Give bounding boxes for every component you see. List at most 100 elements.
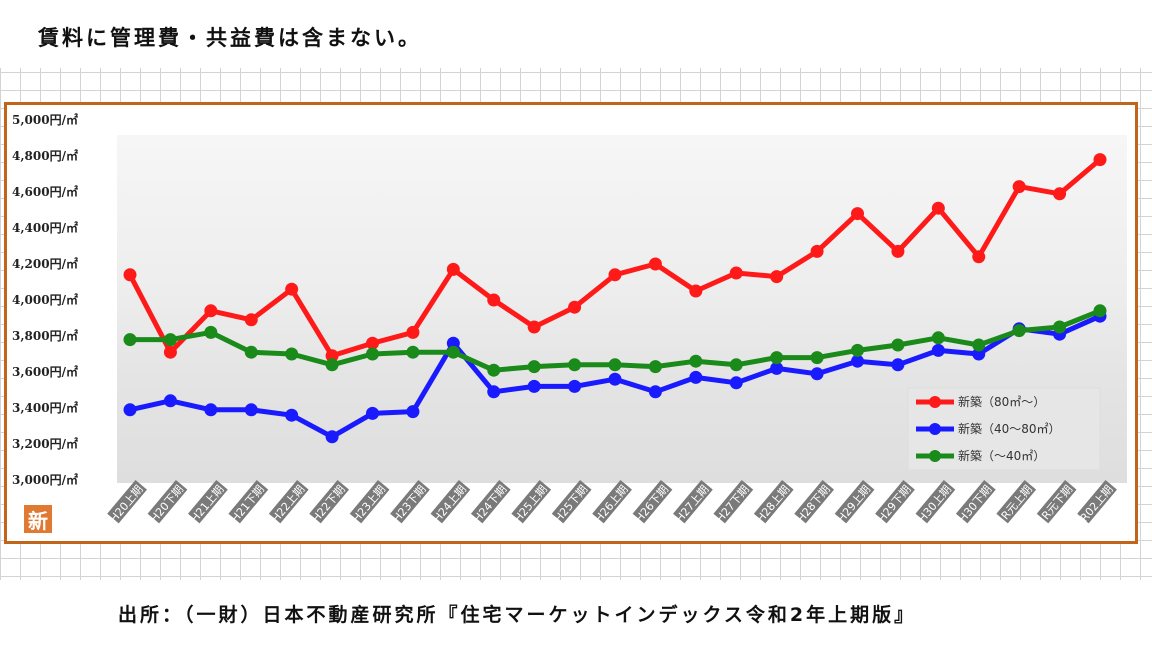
legend-swatch-marker	[929, 450, 941, 462]
data-point	[406, 345, 420, 359]
data-point	[446, 336, 460, 350]
data-point	[770, 351, 784, 365]
legend-label: 新築（40～80㎡）	[958, 421, 1061, 436]
x-tick-label-bg	[834, 479, 875, 524]
y-tick-label: 4,800円/㎡	[12, 148, 78, 163]
data-point	[1093, 153, 1107, 167]
x-tick-label-bg	[390, 479, 430, 524]
x-tick-label: H25上期	[511, 483, 549, 525]
x-tick-label-bg	[955, 479, 996, 524]
x-tick-label: H30上期	[916, 483, 954, 525]
data-point	[406, 405, 420, 419]
data-point	[446, 262, 460, 276]
logo-badge: 新	[24, 505, 52, 533]
data-point	[648, 360, 662, 374]
data-point	[648, 257, 662, 271]
data-point	[123, 268, 137, 282]
data-point	[527, 360, 541, 374]
data-point	[1012, 180, 1026, 194]
data-point	[931, 331, 945, 345]
x-tick-label-bg	[753, 479, 794, 524]
x-tick-label: H20下期	[148, 483, 186, 525]
data-point	[325, 430, 339, 444]
y-tick-label: 4,600円/㎡	[12, 184, 78, 199]
data-point	[689, 370, 703, 384]
data-point	[891, 358, 905, 372]
x-tick-label: H27上期	[673, 483, 711, 525]
y-tick-label: 3,800円/㎡	[12, 328, 78, 343]
x-tick-label-bg	[430, 479, 471, 524]
data-point	[648, 385, 662, 399]
data-point	[204, 403, 218, 417]
data-point	[851, 207, 864, 221]
data-point	[366, 406, 379, 420]
x-tick-label-bg	[511, 479, 552, 524]
data-point	[1012, 324, 1026, 338]
data-point	[204, 304, 218, 318]
y-tick-label: 4,000円/㎡	[12, 292, 78, 307]
x-tick-label: R元上期	[999, 483, 1035, 523]
top-band	[0, 0, 1152, 68]
data-point	[810, 367, 824, 381]
data-point	[931, 343, 945, 357]
data-point	[163, 394, 177, 408]
x-tick-label-bg	[309, 479, 350, 524]
data-point	[851, 354, 864, 368]
rent-note: 賃料に管理費・共益費は含まない。	[38, 26, 422, 50]
data-point	[325, 358, 339, 372]
legend: 新築（80㎡～） 新築（40～80㎡） 新築（～40㎡）	[907, 387, 1101, 471]
data-point	[689, 284, 703, 298]
x-tick-label: H23下期	[390, 483, 428, 525]
y-axis-labels: 5,000円/㎡ 4,800円/㎡ 4,600円/㎡ 4,400円/㎡ 4,200円/㎡…	[12, 112, 78, 487]
data-point	[204, 325, 218, 339]
source-credit: 出所：（一財）日本不動産研究所『住宅マーケットインデックス令和2年上期版』	[118, 604, 917, 626]
data-point	[770, 270, 784, 284]
data-point	[1093, 304, 1107, 318]
data-point	[810, 351, 824, 365]
x-tick-label: H26上期	[592, 483, 630, 525]
x-tick-label: H25下期	[552, 483, 590, 525]
x-tick-label-bg	[632, 479, 673, 524]
x-tick-label: H23上期	[350, 483, 388, 525]
y-tick-label: 5,000円/㎡	[12, 112, 78, 127]
x-tick-label: H30下期	[956, 483, 994, 525]
x-tick-label: H26下期	[633, 483, 671, 525]
x-tick-label: H22上期	[269, 483, 307, 525]
x-tick-label: H24上期	[431, 483, 469, 525]
data-point	[568, 379, 582, 393]
x-tick-label: H29上期	[835, 483, 873, 525]
x-tick-label-bg	[551, 479, 592, 524]
data-point	[972, 250, 986, 264]
data-point	[285, 408, 299, 422]
x-tick-label: H21上期	[188, 483, 226, 525]
y-tick-label: 3,400円/㎡	[12, 400, 78, 415]
y-tick-label: 3,600円/㎡	[12, 364, 78, 379]
y-tick-label: 4,400円/㎡	[12, 220, 78, 235]
data-point	[487, 363, 501, 377]
x-tick-label-bg	[875, 479, 915, 524]
data-point	[244, 403, 258, 417]
data-point	[608, 358, 622, 372]
x-tick-label-bg	[268, 479, 309, 524]
x-tick-label-bg	[673, 479, 713, 524]
data-point	[851, 343, 864, 357]
data-point	[608, 372, 622, 386]
x-tick-label-bg	[147, 479, 188, 524]
x-tick-label-bg	[228, 479, 269, 524]
x-tick-label: R元下期	[1039, 483, 1075, 523]
data-point	[689, 354, 703, 368]
x-tick-label-bg	[1077, 479, 1117, 524]
bottom-band	[0, 580, 1152, 647]
data-point	[366, 347, 379, 361]
data-point	[568, 300, 582, 314]
data-point	[608, 268, 622, 282]
data-point	[163, 345, 177, 359]
data-point	[285, 347, 299, 361]
legend-swatch-marker	[929, 396, 941, 408]
x-tick-label: H28上期	[754, 483, 792, 525]
data-point	[527, 379, 541, 393]
data-point	[123, 333, 137, 347]
x-tick-label: H22下期	[309, 483, 347, 525]
data-point	[163, 333, 177, 347]
x-tick-label: H20上期	[107, 483, 145, 525]
